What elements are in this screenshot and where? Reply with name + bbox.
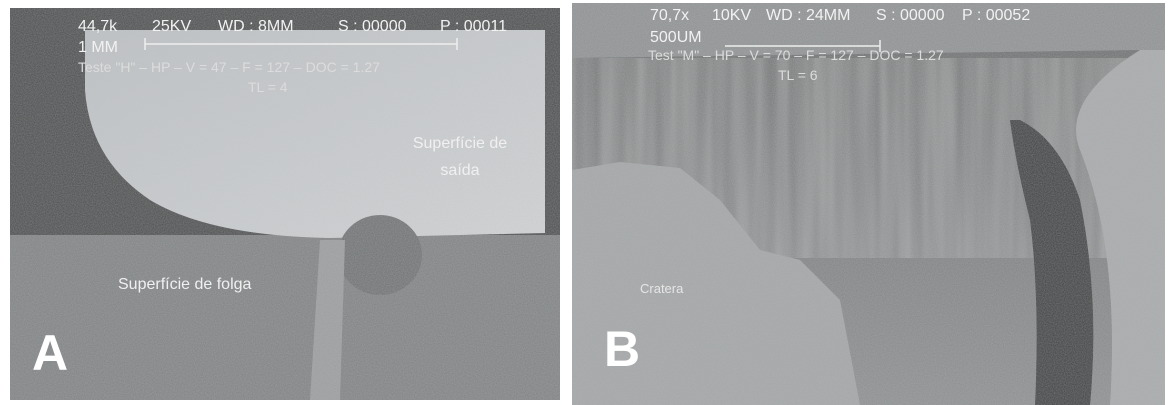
region-label: saída [440, 162, 479, 179]
region-label: Superfície de folga [118, 276, 252, 293]
page-body: 44,7k 25KV WD : 8MM S : 00000 P : 00011 … [0, 0, 1173, 405]
p-number: P : 00011 [440, 18, 507, 35]
test-conditions: Teste "H" – HP – V = 47 – F = 127 – DOC … [78, 59, 380, 75]
tool-life: TL = 6 [778, 67, 818, 83]
figure: 44,7k 25KV WD : 8MM S : 00000 P : 00011 … [0, 0, 1173, 405]
tool-life: TL = 4 [248, 79, 288, 95]
working-distance: WD : 24MM [766, 7, 850, 24]
magnification: 70,7x [650, 7, 689, 24]
magnification: 44,7k [78, 18, 118, 35]
s-number: S : 00000 [338, 18, 407, 35]
scale-label: 500UM [650, 29, 702, 46]
region-label: Cratera [640, 281, 684, 296]
page: SEM micrographs A and B {"panels": [ {"h… [0, 0, 1173, 405]
p-number: P : 00052 [962, 7, 1030, 24]
panel-letter: B [604, 321, 640, 377]
s-number: S : 00000 [876, 7, 945, 24]
scale-label: 1 MM [78, 39, 118, 56]
panel-b [572, 3, 1165, 405]
texture [572, 3, 1165, 405]
voltage: 10KV [712, 7, 751, 24]
working-distance: WD : 8MM [218, 18, 294, 35]
test-conditions: Test "M" – HP – V = 70 – F = 127 – DOC =… [648, 47, 944, 63]
region-label: Superfície de [413, 135, 507, 152]
voltage: 25KV [152, 18, 191, 35]
panel-letter: A [32, 325, 68, 381]
